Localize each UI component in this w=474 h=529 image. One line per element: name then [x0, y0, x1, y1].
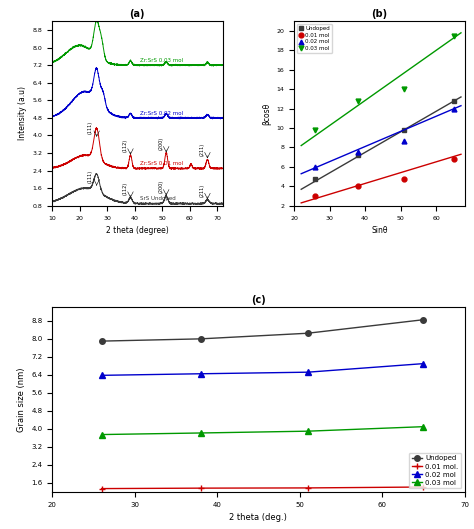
Text: (111): (111)	[88, 170, 93, 183]
Text: SrS Undoped: SrS Undoped	[140, 196, 176, 202]
Text: (111): (111)	[88, 121, 93, 134]
Y-axis label: Grain size (nm): Grain size (nm)	[17, 368, 26, 432]
Text: (112): (112)	[122, 182, 128, 195]
Legend: Undoped, 0.01 mol, 0.02 mol, 0.03 mol: Undoped, 0.01 mol, 0.02 mol, 0.03 mol	[297, 24, 332, 53]
Text: (200): (200)	[158, 137, 163, 150]
Text: Zr:SrS 0.03 mol: Zr:SrS 0.03 mol	[140, 58, 183, 63]
X-axis label: 2 theta (degree): 2 theta (degree)	[106, 226, 169, 235]
X-axis label: Sinθ: Sinθ	[371, 226, 388, 235]
Text: (211): (211)	[200, 184, 204, 197]
X-axis label: 2 theta (deg.): 2 theta (deg.)	[229, 513, 287, 522]
Text: (211): (211)	[200, 143, 204, 156]
Title: (a): (a)	[129, 9, 145, 19]
Legend: Undoped, 0.01 mol., 0.02 mol, 0.03 mol: Undoped, 0.01 mol., 0.02 mol, 0.03 mol	[409, 453, 461, 488]
Y-axis label: Intensity (a.u): Intensity (a.u)	[18, 86, 27, 141]
Text: Zr:SrS 0.01 mol: Zr:SrS 0.01 mol	[140, 161, 183, 166]
Text: Zr:SrS 0.02 mol: Zr:SrS 0.02 mol	[140, 111, 183, 115]
Y-axis label: βcosθ: βcosθ	[262, 102, 271, 125]
Title: (b): (b)	[371, 9, 387, 19]
Text: (112): (112)	[122, 139, 128, 152]
Text: (200): (200)	[158, 180, 163, 193]
Title: (c): (c)	[251, 295, 266, 305]
